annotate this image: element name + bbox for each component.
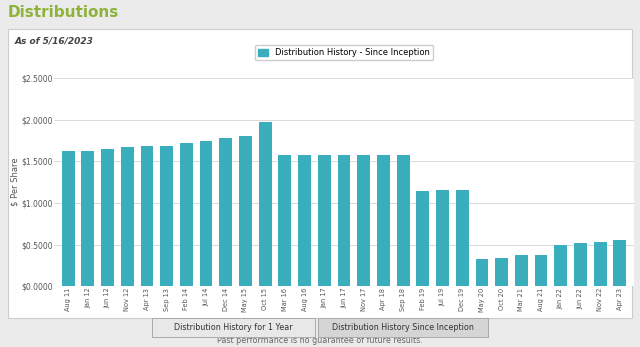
Text: Distribution History for 1 Year: Distribution History for 1 Year bbox=[174, 323, 293, 332]
Bar bbox=[397, 155, 410, 286]
Text: As of 5/16/2023: As of 5/16/2023 bbox=[14, 36, 93, 45]
Bar bbox=[456, 190, 468, 286]
Bar bbox=[62, 151, 75, 286]
Bar bbox=[101, 149, 114, 286]
Bar bbox=[594, 242, 607, 286]
Text: Distributions: Distributions bbox=[8, 5, 119, 20]
Bar bbox=[515, 255, 528, 286]
Bar bbox=[180, 143, 193, 286]
Legend: Distribution History - Since Inception: Distribution History - Since Inception bbox=[255, 45, 433, 60]
Bar bbox=[436, 190, 449, 286]
Bar bbox=[298, 155, 311, 286]
Bar bbox=[574, 243, 587, 286]
Bar bbox=[160, 146, 173, 286]
Bar bbox=[81, 151, 94, 286]
Bar bbox=[417, 191, 429, 286]
Text: Distribution History Since Inception: Distribution History Since Inception bbox=[332, 323, 474, 332]
Bar bbox=[337, 155, 351, 286]
Bar bbox=[318, 155, 331, 286]
FancyBboxPatch shape bbox=[8, 29, 632, 318]
Bar bbox=[278, 155, 291, 286]
Bar bbox=[239, 136, 252, 286]
Bar bbox=[495, 258, 508, 286]
Bar bbox=[534, 255, 547, 286]
Y-axis label: $ Per Share: $ Per Share bbox=[11, 158, 20, 206]
Text: Past performance is no guarantee of future results.: Past performance is no guarantee of futu… bbox=[217, 336, 423, 345]
Bar bbox=[220, 138, 232, 286]
Bar bbox=[476, 259, 488, 286]
Bar bbox=[121, 147, 134, 286]
Bar bbox=[613, 240, 626, 286]
Bar bbox=[200, 141, 212, 286]
Bar bbox=[141, 146, 154, 286]
Bar bbox=[377, 155, 390, 286]
Bar bbox=[259, 122, 271, 286]
Bar bbox=[554, 245, 567, 286]
Bar bbox=[357, 155, 370, 286]
